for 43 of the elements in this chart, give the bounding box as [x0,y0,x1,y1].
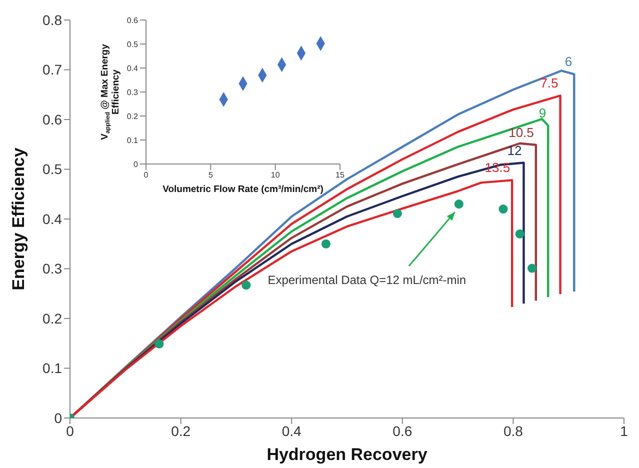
x-axis-title: Volumetric Flow Rate (cm³/min/cm²) [162,184,324,195]
point [498,204,508,214]
x-tick-label: 15 [336,170,345,180]
x-axis-title: Hydrogen Recovery [266,445,428,464]
y-tick-label: 0 [54,410,62,426]
x-tick-label: 0 [144,170,149,180]
point [528,264,537,273]
x-tick-label: 0.4 [282,422,302,439]
x-tick-label: 10 [270,170,280,180]
series-label: 6 [564,54,572,70]
y-tick-label: 0.4 [42,210,62,227]
y-tick-label: 0.5 [126,40,139,49]
y-tick-label: 0.7 [42,62,62,78]
y-tick-label: 0.4 [126,64,139,73]
x-tick-label: 0.8 [503,422,524,439]
series-label: 10.5 [508,124,534,140]
y-tick-label: 0.6 [42,111,62,128]
point [154,339,164,348]
y-tick-label: 0.1 [42,360,62,376]
series-label: 9 [538,105,546,120]
y-tick-label: 0.2 [126,112,139,121]
point [321,239,330,248]
y-tick-label: 0.3 [42,260,62,277]
point [454,200,464,209]
y-tick-label: 0 [134,160,139,169]
x-tick-label: 0 [66,422,74,439]
x-tick-label: 5 [208,170,214,180]
x-tick-label: 0.2 [171,422,191,439]
y-tick-label: 0.5 [42,161,62,178]
annotation: Experimental Data Q=12 mL/cm²-min [268,273,466,288]
series-label: 7.5 [540,76,558,91]
point [242,280,251,290]
y-tick-label: 0.2 [42,310,62,326]
y-tick-label: 0.3 [126,88,139,97]
x-tick-label: 0.6 [392,422,412,439]
y-tick-label: 0.8 [42,12,62,28]
x-tick-label: 1 [620,422,628,439]
point [515,229,524,238]
y-tick-label: 0.6 [126,16,139,25]
y-tick-label: 0.1 [126,136,139,145]
point [392,209,402,218]
series-label: 12 [507,142,522,158]
y-axis-title: Energy Efficiency [9,147,28,290]
